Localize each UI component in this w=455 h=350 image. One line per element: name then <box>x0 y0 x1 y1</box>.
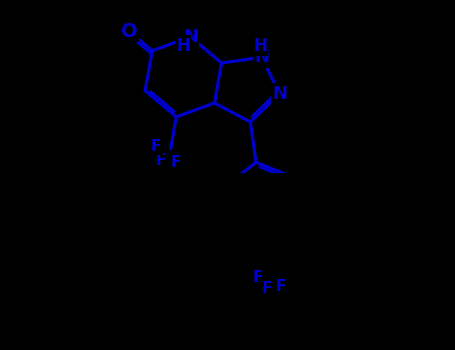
Text: F: F <box>252 270 263 285</box>
Text: F: F <box>151 139 162 154</box>
Text: F: F <box>156 153 167 168</box>
Text: N: N <box>254 48 269 66</box>
Text: F: F <box>261 281 272 296</box>
Text: O: O <box>121 22 137 41</box>
Text: N: N <box>183 28 198 46</box>
Text: F: F <box>276 279 286 294</box>
Text: N: N <box>272 85 287 103</box>
Text: H: H <box>253 37 267 55</box>
Text: H: H <box>176 37 190 55</box>
Text: F: F <box>171 155 181 170</box>
